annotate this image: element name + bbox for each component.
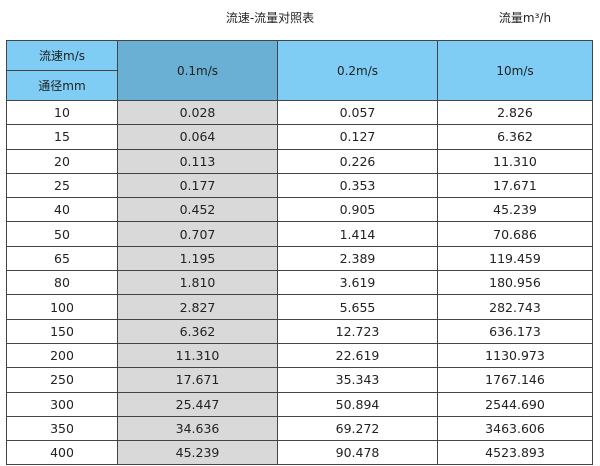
table-row: 20 0.113 0.226 11.310 xyxy=(6,148,593,174)
table-row: 50 0.707 1.414 70.686 xyxy=(6,221,593,247)
flow-cell: 35.343 xyxy=(277,367,438,393)
flow-cell: 45.239 xyxy=(437,197,593,223)
flow-cell: 119.459 xyxy=(437,245,593,272)
table-row: 80 1.810 3.619 180.956 xyxy=(6,270,593,296)
flow-cell: 3463.606 xyxy=(437,415,593,442)
diameter-cell: 200 xyxy=(6,342,118,369)
flow-cell: 0.177 xyxy=(117,172,278,199)
flow-cell: 6.362 xyxy=(437,124,593,150)
flow-cell: 1767.146 xyxy=(437,367,593,393)
flow-cell: 90.478 xyxy=(277,440,438,466)
flow-cell: 0.353 xyxy=(277,172,438,199)
table-row: 65 1.195 2.389 119.459 xyxy=(6,245,593,272)
flow-cell: 12.723 xyxy=(277,318,438,344)
velocity-header: 流速m/s xyxy=(6,40,118,71)
flow-cell: 3.619 xyxy=(277,270,438,296)
table-row: 25 0.177 0.353 17.671 xyxy=(6,172,593,199)
diameter-cell: 50 xyxy=(6,221,118,247)
table-row: 400 45.239 90.478 4523.893 xyxy=(6,440,593,466)
table-row: 10 0.028 0.057 2.826 xyxy=(6,99,593,126)
table-row: 15 0.064 0.127 6.362 xyxy=(6,124,593,150)
flow-cell: 45.239 xyxy=(117,440,278,466)
flow-cell: 1130.973 xyxy=(437,342,593,369)
flow-cell: 2.827 xyxy=(117,294,278,320)
flow-cell: 0.452 xyxy=(117,197,278,223)
table-row: 250 17.671 35.343 1767.146 xyxy=(6,367,593,393)
flow-cell: 2.389 xyxy=(277,245,438,272)
flow-cell: 0.226 xyxy=(277,148,438,174)
table-row: 150 6.362 12.723 636.173 xyxy=(6,318,593,344)
flow-cell: 17.671 xyxy=(437,172,593,199)
table-row: 100 2.827 5.655 282.743 xyxy=(6,294,593,320)
table-row: 300 25.447 50.894 2544.690 xyxy=(6,391,593,417)
diameter-cell: 350 xyxy=(6,415,118,442)
flow-cell: 25.447 xyxy=(117,391,278,417)
flow-cell: 282.743 xyxy=(437,294,593,320)
diameter-cell: 15 xyxy=(6,124,118,150)
diameter-cell: 20 xyxy=(6,148,118,174)
flow-cell: 69.272 xyxy=(277,415,438,442)
flow-cell: 0.905 xyxy=(277,197,438,223)
flow-cell: 22.619 xyxy=(277,342,438,369)
diameter-cell: 25 xyxy=(6,172,118,199)
flow-cell: 6.362 xyxy=(117,318,278,344)
flow-cell: 17.671 xyxy=(117,367,278,393)
diameter-cell: 250 xyxy=(6,367,118,393)
diameter-header: 通径mm xyxy=(6,70,118,101)
flow-cell: 0.113 xyxy=(117,148,278,174)
table-row: 200 11.310 22.619 1130.973 xyxy=(6,342,593,369)
flow-cell: 0.707 xyxy=(117,221,278,247)
flow-cell: 636.173 xyxy=(437,318,593,344)
diameter-cell: 100 xyxy=(6,294,118,320)
flow-cell: 11.310 xyxy=(437,148,593,174)
diameter-cell: 150 xyxy=(6,318,118,344)
flow-cell: 0.028 xyxy=(117,99,278,126)
flow-cell: 0.064 xyxy=(117,124,278,150)
diameter-cell: 10 xyxy=(6,99,118,126)
flow-cell: 50.894 xyxy=(277,391,438,417)
unit-label: 流量m³/h xyxy=(498,11,552,25)
flow-cell: 1.195 xyxy=(117,245,278,272)
flow-cell: 5.655 xyxy=(277,294,438,320)
diameter-cell: 80 xyxy=(6,270,118,296)
flow-cell: 1.810 xyxy=(117,270,278,296)
flow-cell: 4523.893 xyxy=(437,440,593,466)
column-header-0.1: 0.1m/s xyxy=(117,40,278,101)
flow-table: 流速m/s 0.1m/s 0.2m/s 10m/s 通径mm 10 0.028 0.… xyxy=(6,40,593,466)
flow-cell: 180.956 xyxy=(437,270,593,296)
column-header-0.2: 0.2m/s xyxy=(277,40,438,101)
flow-cell: 1.414 xyxy=(277,221,438,247)
flow-cell: 34.636 xyxy=(117,415,278,442)
column-header-10: 10m/s xyxy=(437,40,593,101)
flow-cell: 0.057 xyxy=(277,99,438,126)
flow-cell: 0.127 xyxy=(277,124,438,150)
table-row: 350 34.636 69.272 3463.606 xyxy=(6,415,593,442)
diameter-cell: 400 xyxy=(6,440,118,466)
diameter-cell: 300 xyxy=(6,391,118,417)
flow-cell: 11.310 xyxy=(117,342,278,369)
diameter-cell: 65 xyxy=(6,245,118,272)
flow-cell: 70.686 xyxy=(437,221,593,247)
table-row: 40 0.452 0.905 45.239 xyxy=(6,197,593,223)
flow-cell: 2.826 xyxy=(437,99,593,126)
diameter-cell: 40 xyxy=(6,197,118,223)
flow-cell: 2544.690 xyxy=(437,391,593,417)
table-title: 流速-流量对照表 xyxy=(225,11,315,25)
